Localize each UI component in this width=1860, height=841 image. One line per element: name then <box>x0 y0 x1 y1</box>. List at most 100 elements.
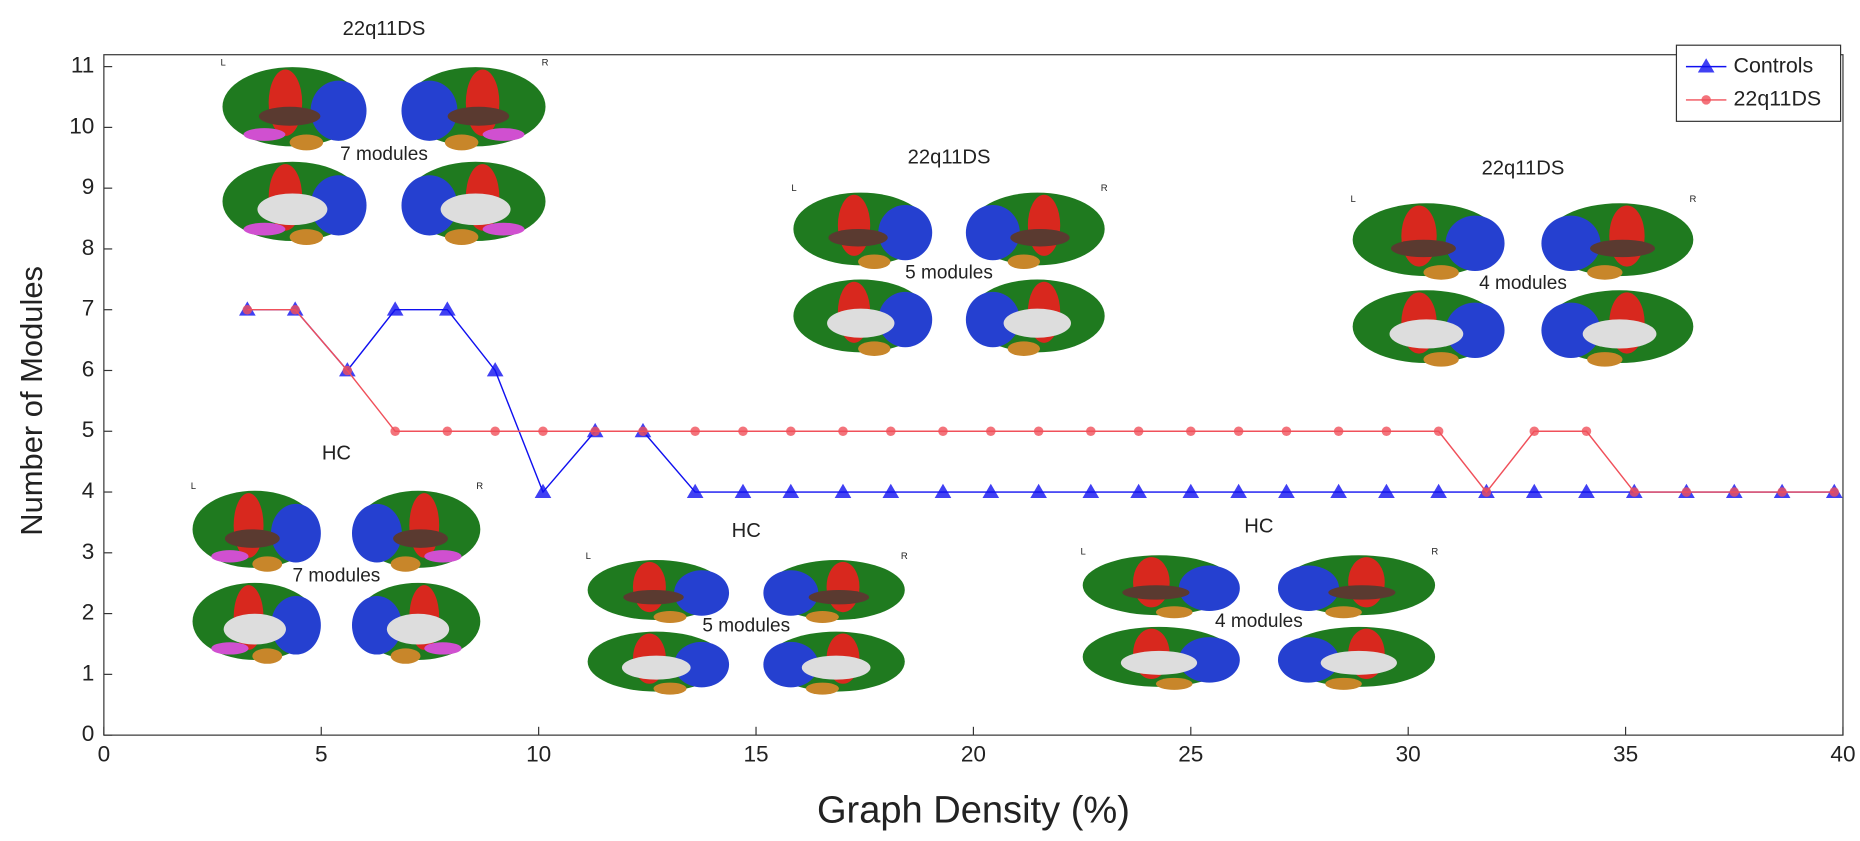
inset-right-label: R <box>476 481 483 492</box>
data-point <box>1134 427 1144 437</box>
brain-stem <box>252 648 282 663</box>
x-tick-label: 40 <box>1830 741 1855 766</box>
brain-region <box>211 642 248 654</box>
brain-region <box>1121 651 1197 675</box>
data-point <box>886 427 896 437</box>
brain-stem <box>1008 341 1040 356</box>
data-point <box>590 427 600 437</box>
inset-modules: 7 modules <box>293 565 381 586</box>
brain-region <box>1446 216 1505 271</box>
brain-stem <box>858 254 890 269</box>
brain-region <box>448 107 510 126</box>
data-point <box>1582 427 1592 437</box>
y-tick-label: 1 <box>82 660 95 685</box>
brain-stem <box>858 341 890 356</box>
legend-label: 22q11DS <box>1734 87 1822 111</box>
x-tick-label: 0 <box>98 741 111 766</box>
brain-region <box>483 223 525 236</box>
inset-left-label: L <box>791 183 796 194</box>
brain-region <box>966 205 1020 260</box>
brain-region <box>393 529 448 547</box>
data-point <box>638 427 648 437</box>
inset-modules: 7 modules <box>340 144 428 165</box>
inset-right-label: R <box>1690 194 1697 205</box>
inset-left-label: L <box>1080 546 1085 557</box>
x-tick-label: 35 <box>1613 741 1638 766</box>
page: Graph Density (%) Number of Modules 22q1… <box>0 0 1860 841</box>
brain-region <box>225 529 280 547</box>
data-point <box>1630 487 1640 497</box>
brain-region <box>622 656 691 680</box>
brain-region <box>1278 565 1339 611</box>
inset-right-label: R <box>901 551 908 562</box>
brain-region <box>211 550 248 562</box>
brain-region <box>623 590 683 604</box>
data-point <box>1830 487 1840 497</box>
brain-region <box>424 550 461 562</box>
brain-region <box>809 590 869 604</box>
data-point <box>838 427 848 437</box>
inset-right-label: R <box>1431 546 1438 557</box>
data-point <box>243 305 253 315</box>
brain-stem <box>290 134 324 150</box>
brain-region <box>827 309 894 338</box>
brain-region <box>224 614 286 645</box>
x-tick-label: 10 <box>526 741 551 766</box>
brain-region <box>1541 216 1600 271</box>
x-tick-label: 15 <box>743 741 768 766</box>
brain-region <box>1179 565 1240 611</box>
x-tick-label: 30 <box>1396 741 1421 766</box>
y-tick-label: 8 <box>82 235 95 260</box>
data-point <box>443 427 453 437</box>
x-tick-label: 25 <box>1178 741 1203 766</box>
brain-region <box>311 81 367 141</box>
data-point <box>1282 427 1292 437</box>
data-point <box>1334 427 1344 437</box>
brain-region <box>257 193 327 225</box>
x-tick-label: 5 <box>315 741 328 766</box>
brain-region <box>838 195 870 256</box>
brain-region <box>1348 557 1385 607</box>
brain-stem <box>1587 352 1622 367</box>
inset-left-label: L <box>1351 194 1356 205</box>
data-point <box>290 305 300 315</box>
data-point <box>390 427 400 437</box>
brain-stem <box>806 611 839 623</box>
brain-region <box>1010 229 1069 246</box>
brain-region <box>352 504 402 563</box>
brain-region <box>828 229 887 246</box>
brain-stem <box>252 556 282 571</box>
data-point <box>786 427 796 437</box>
inset-modules: 5 modules <box>905 263 993 284</box>
y-axis-label: Number of Modules <box>14 266 49 536</box>
data-point <box>1186 427 1196 437</box>
brain-stem <box>806 683 839 695</box>
inset-left-label: L <box>220 57 225 68</box>
inset-title: HC <box>1244 515 1273 537</box>
brain-stem <box>290 229 324 245</box>
brain-region <box>1583 319 1657 348</box>
brain-region <box>387 614 449 645</box>
y-tick-label: 11 <box>71 53 94 78</box>
inset-left-label: L <box>191 481 196 492</box>
brain-stem <box>1423 265 1458 280</box>
brain-region <box>466 70 500 137</box>
brain-region <box>409 493 439 558</box>
y-tick-label: 2 <box>82 600 95 625</box>
brain-stem <box>1156 678 1193 690</box>
brain-region <box>1122 585 1189 599</box>
data-point <box>343 366 353 376</box>
data-point <box>938 427 948 437</box>
brain-region <box>633 562 666 612</box>
brain-region <box>1390 319 1464 348</box>
y-tick-label: 7 <box>82 296 95 321</box>
chart: Graph Density (%) Number of Modules 22q1… <box>0 0 1860 841</box>
y-tick-label: 5 <box>82 417 95 442</box>
brain-stem <box>654 683 687 695</box>
brain-region <box>441 193 511 225</box>
x-tick-label: 20 <box>961 741 986 766</box>
brain-region <box>674 570 729 616</box>
brain-region <box>878 205 932 260</box>
inset-title: HC <box>732 520 761 542</box>
inset-right-label: R <box>1101 183 1108 194</box>
